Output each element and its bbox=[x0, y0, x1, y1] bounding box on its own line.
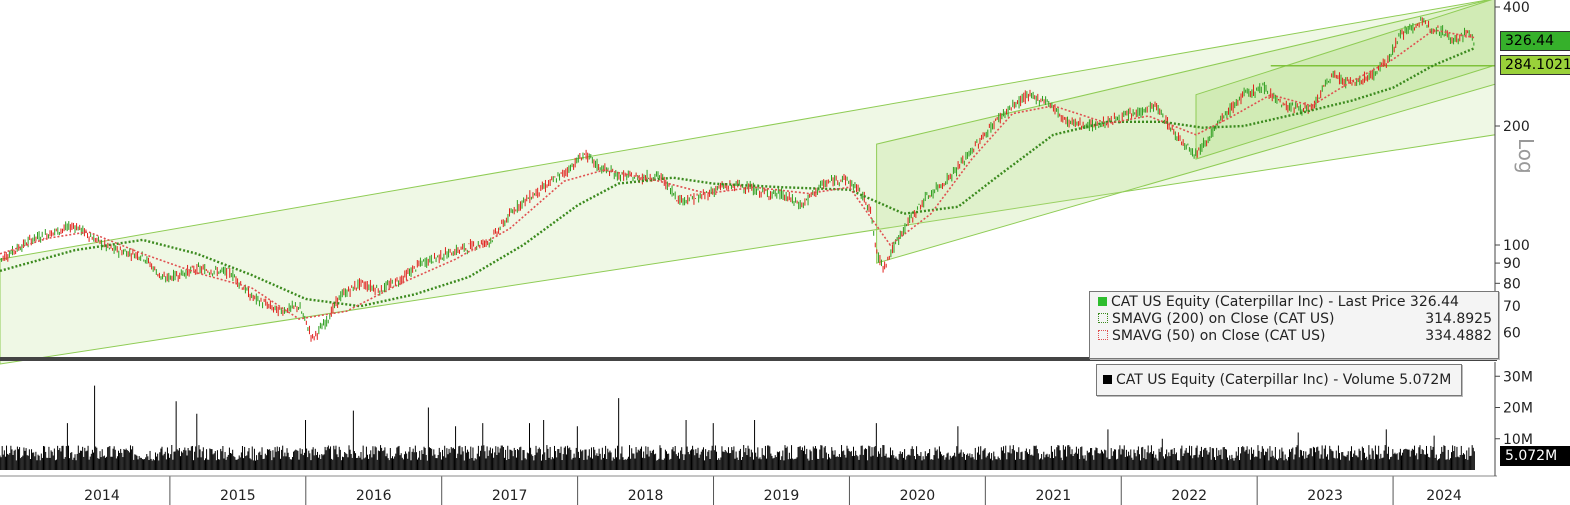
x-tick-label: 2021 bbox=[1035, 488, 1071, 504]
y-tick-label: 400 bbox=[1503, 0, 1530, 16]
volume-tick-label: 20M bbox=[1503, 401, 1533, 417]
x-tick-label: 2022 bbox=[1171, 488, 1207, 504]
legend-sma200: SMAVG (200) on Close (CAT US) 314.8925 bbox=[1090, 311, 1498, 328]
x-tick-label: 2018 bbox=[628, 488, 664, 504]
volume-tag: 5.072M bbox=[1500, 446, 1570, 466]
last-price-tag: 326.44 bbox=[1500, 31, 1570, 51]
volume-bars bbox=[0, 386, 1474, 470]
red-dotted-square-icon bbox=[1098, 330, 1108, 340]
trend-level-tag: 284.1021 bbox=[1500, 55, 1570, 75]
x-tick-label: 2023 bbox=[1307, 488, 1343, 504]
x-tick-label: 2024 bbox=[1426, 488, 1462, 504]
y-tick-label: 100 bbox=[1503, 238, 1530, 254]
x-tick-label: 2019 bbox=[764, 488, 800, 504]
y-tick-label: 200 bbox=[1503, 119, 1530, 135]
y-tick-label: 90 bbox=[1503, 256, 1521, 272]
y-tick-label: 60 bbox=[1503, 326, 1521, 342]
volume-legend[interactable]: CAT US Equity (Caterpillar Inc) - Volume… bbox=[1096, 364, 1462, 396]
x-tick-label: 2020 bbox=[900, 488, 936, 504]
y-tick-label: 80 bbox=[1503, 276, 1521, 292]
legend-volume-row: CAT US Equity (Caterpillar Inc) - Volume… bbox=[1097, 365, 1461, 395]
legend-sma50: SMAVG (50) on Close (CAT US) 334.4882 bbox=[1090, 328, 1498, 345]
y-tick-label: 70 bbox=[1503, 299, 1521, 315]
green-square-icon bbox=[1098, 297, 1107, 306]
price-legend[interactable]: CAT US Equity (Caterpillar Inc) - Last P… bbox=[1089, 291, 1499, 359]
black-square-icon bbox=[1103, 375, 1112, 384]
x-tick-label: 2016 bbox=[356, 488, 392, 504]
log-scale-label: Log bbox=[1514, 138, 1538, 174]
x-tick-label: 2015 bbox=[220, 488, 256, 504]
legend-last-price: CAT US Equity (Caterpillar Inc) - Last P… bbox=[1090, 294, 1498, 311]
green-dotted-square-icon bbox=[1098, 313, 1108, 323]
volume-tick-label: 30M bbox=[1503, 369, 1533, 385]
x-tick-label: 2014 bbox=[84, 488, 120, 504]
x-tick-label: 2017 bbox=[492, 488, 528, 504]
